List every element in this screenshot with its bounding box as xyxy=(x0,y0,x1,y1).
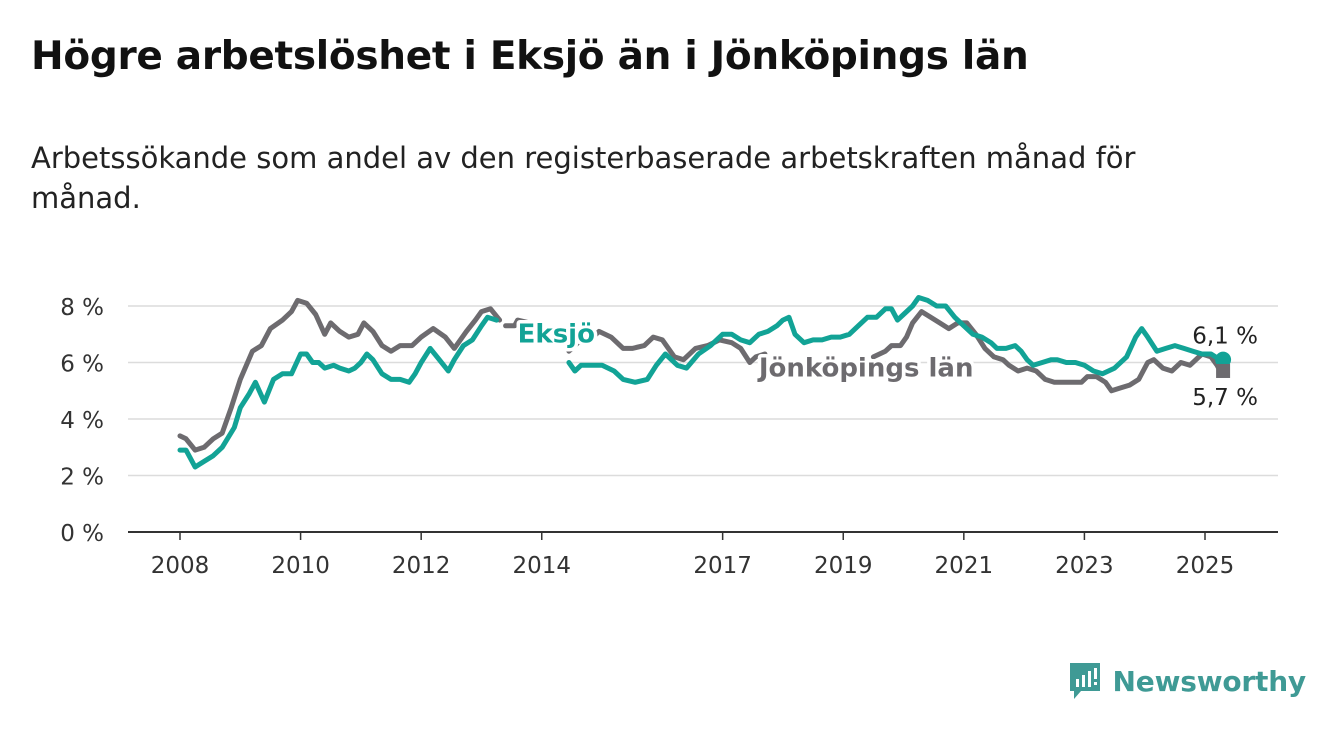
x-tick-label: 2014 xyxy=(512,553,571,579)
series-label-lan: Jönköpings län xyxy=(757,354,974,384)
series-line-lan xyxy=(870,309,1229,394)
series-line-eksjo xyxy=(177,314,499,470)
x-tick-label: 2008 xyxy=(151,553,210,579)
y-tick-label: 8 % xyxy=(60,295,104,321)
y-tick-label: 4 % xyxy=(60,408,104,434)
x-tick-label: 2025 xyxy=(1176,553,1235,579)
series-line-lan xyxy=(503,317,533,329)
series-label-halo-eksjo: Eksjö xyxy=(518,320,595,350)
newsworthy-logo-icon xyxy=(1069,663,1100,699)
end-marker-eksjo xyxy=(1215,351,1232,368)
series-line-lan xyxy=(566,328,768,365)
x-tick-label: 2012 xyxy=(392,553,451,579)
x-tick-label: 2019 xyxy=(814,553,873,579)
x-tick-label: 2021 xyxy=(935,553,994,579)
grid-layer xyxy=(128,305,1278,477)
series-label-eksjo: Eksjö xyxy=(518,320,595,350)
end-marker-lan xyxy=(1216,363,1231,378)
end-label-eksjo: 6,1 % xyxy=(1192,324,1258,350)
y-tick-label: 2 % xyxy=(60,465,104,491)
end-label-lan: 5,7 % xyxy=(1192,385,1258,411)
x-tick-label: 2017 xyxy=(693,553,752,579)
chart-title: Högre arbetslöshet i Eksjö än i Jönköpin… xyxy=(31,34,1029,79)
brand-name: Newsworthy xyxy=(1112,664,1307,698)
axis-layer: 0 % 2 % 4 % 6 % 8 % 2008 2010 2012 2014 2017 2019 2… xyxy=(60,295,1278,579)
y-tick-label: 6 % xyxy=(60,352,104,378)
series-layer xyxy=(177,295,1229,470)
series-line-eksjo xyxy=(566,295,1223,385)
chart-subtitle: Arbetssökande som andel av den registerb… xyxy=(31,141,1136,215)
series-line-lan xyxy=(177,297,503,453)
x-tick-label: 2023 xyxy=(1055,553,1114,579)
y-tick-label: 0 % xyxy=(60,521,104,547)
x-tick-label: 2010 xyxy=(271,553,330,579)
brand: Newsworthy xyxy=(1067,660,1306,702)
series-label-halo-lan: Jönköpings län xyxy=(757,354,974,384)
